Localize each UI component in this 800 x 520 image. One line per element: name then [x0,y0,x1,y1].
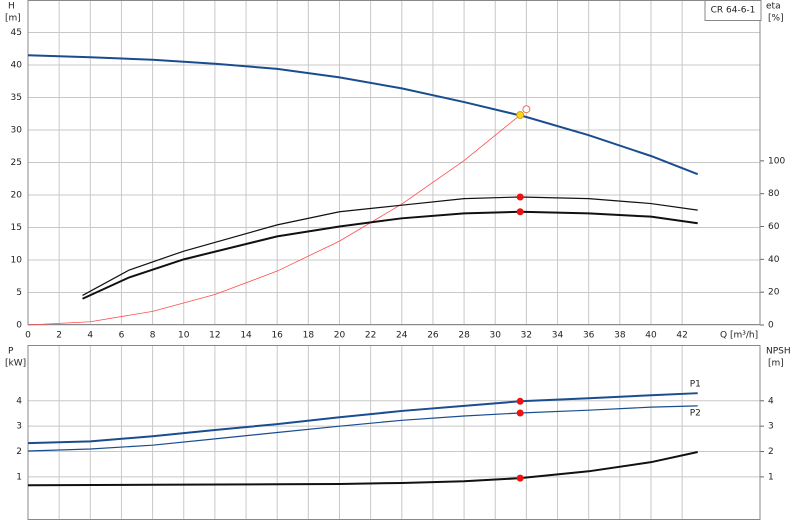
plot-frame [27,0,761,325]
y2-tick-label: 4 [768,396,774,406]
y-axis-unit: [kW] [5,359,26,369]
series-label: P2 [690,408,701,418]
y-axis-unit: [m] [5,14,21,24]
x-tick-label: 14 [240,331,252,341]
y2-axis-unit: [%] [768,14,784,24]
x-tick-label: 8 [150,331,156,341]
y2-tick-label: 80 [768,189,780,199]
x-tick-label: 22 [365,331,376,341]
y2-tick-label: 40 [768,255,780,265]
y-tick-label: 10 [11,256,23,266]
x-tick-label: 42 [676,331,687,341]
y2-tick-label: 20 [768,288,780,298]
x-tick-label: 26 [427,331,439,341]
operating-point [516,193,524,201]
x-tick-label: 36 [583,331,595,341]
title-box [704,0,762,21]
series-label: P1 [690,380,701,390]
y-tick-label: 30 [11,126,23,136]
x-tick-label: 0 [25,331,31,341]
x-tick-label: 28 [458,331,470,341]
y2-tick-label: 60 [768,222,780,232]
y-tick-label: 5 [16,288,22,298]
operating-point [516,409,524,417]
y-tick-label: 2 [16,447,22,457]
operating-point [522,105,531,114]
curve [27,54,699,176]
y2-tick-label: 1 [768,472,774,482]
y-tick-label: 15 [11,223,22,233]
x-tick-label: 4 [87,331,93,341]
y2-tick-label: 2 [768,447,774,457]
x-tick-label: 20 [334,331,346,341]
y-tick-label: 20 [11,191,23,201]
y-axis-label: H [8,2,15,12]
curve [27,392,698,445]
x-tick-label: 24 [396,331,408,341]
x-tick-label: 10 [178,331,190,341]
y-axis-label: P [8,347,14,357]
x-tick-label: 2 [56,331,62,341]
y2-tick-label: 3 [768,422,774,432]
curve [27,405,698,452]
y-tick-label: 45 [11,28,22,38]
y2-tick-label: 100 [768,156,785,166]
x-tick-label: 16 [271,331,283,341]
y2-axis-label: NPSH [766,347,791,357]
y2-axis-label: eta [766,2,781,12]
x-tick-label: 38 [614,331,626,341]
x-tick-label: 12 [209,331,220,341]
x-tick-label: 18 [303,331,315,341]
chart-title: CR 64-6-1 [711,6,756,16]
operating-point [516,474,524,482]
y2-tick-label: 0 [768,321,774,331]
y-tick-label: 40 [11,61,23,71]
x-tick-label: 32 [521,331,532,341]
y-tick-label: 3 [16,422,22,432]
operating-point [516,397,524,405]
curve [82,210,698,300]
x-tick-label: 6 [119,331,125,341]
y-tick-label: 25 [11,158,22,168]
y-tick-label: 35 [11,93,22,103]
operating-point [516,111,525,119]
y-tick-label: 0 [16,321,22,331]
curve [82,196,698,296]
x-tick-label: 40 [645,331,657,341]
y-tick-label: 4 [16,396,22,406]
x-tick-label: 30 [490,331,502,341]
y-tick-label: 1 [16,472,22,482]
x-axis-label: Q [m³/h] [720,331,758,341]
x-tick-label: 34 [552,331,564,341]
plot-frame [27,345,761,520]
curve [27,114,521,326]
curve [27,451,698,487]
y2-axis-unit: [m] [768,359,784,369]
operating-point [516,208,524,216]
